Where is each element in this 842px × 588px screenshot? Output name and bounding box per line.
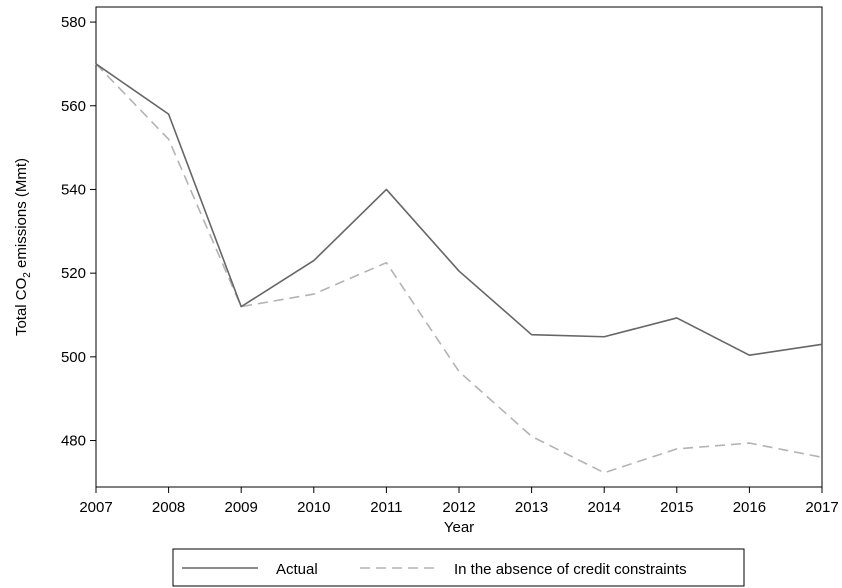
y-axis: 480 500 520 540 560 580 [61,14,96,450]
x-tick-label: 2015 [660,499,693,516]
x-tick-label: 2011 [370,499,402,516]
x-tick-label: 2009 [225,499,258,516]
series-layer [95,63,823,474]
y-tick-label: 540 [61,181,86,198]
series-line-in-the-absence-of-credit-constraints [95,63,823,474]
legend-label-actual: Actual [276,561,318,578]
y-tick-label: 520 [61,265,86,282]
y-axis-title-subscript: 2 [22,272,33,278]
x-tick-label: 2017 [805,499,838,516]
x-axis-title: Year [444,519,474,536]
x-tick-label: 2016 [733,499,766,516]
y-tick-label: 560 [61,98,86,115]
y-axis-title-part-1: Total CO [13,278,30,336]
legend-label-no-credit-constraints: In the absence of credit constraints [454,561,687,578]
series-line-actual [95,63,823,356]
y-tick-label: 480 [61,433,86,450]
legend: Actual In the absence of credit constrai… [172,548,745,587]
plot-frame [95,6,823,488]
y-axis-title: Total CO2 emissions (Mmt) [13,158,33,336]
y-tick-label: 580 [61,14,86,31]
legend-box [172,548,745,587]
x-tick-label: 2013 [515,499,548,516]
x-axis: 2007 2008 2009 2010 2011 2012 2013 2014 2015 2016… [79,487,839,516]
x-tick-label: 2008 [152,499,185,516]
x-tick-label: 2012 [442,499,475,516]
x-tick-label: 2010 [297,499,330,516]
x-tick-label: 2007 [79,499,112,516]
y-tick-label: 500 [61,349,86,366]
x-tick-label: 2014 [588,499,621,516]
y-axis-title-part-2: emissions (Mmt) [13,158,30,272]
